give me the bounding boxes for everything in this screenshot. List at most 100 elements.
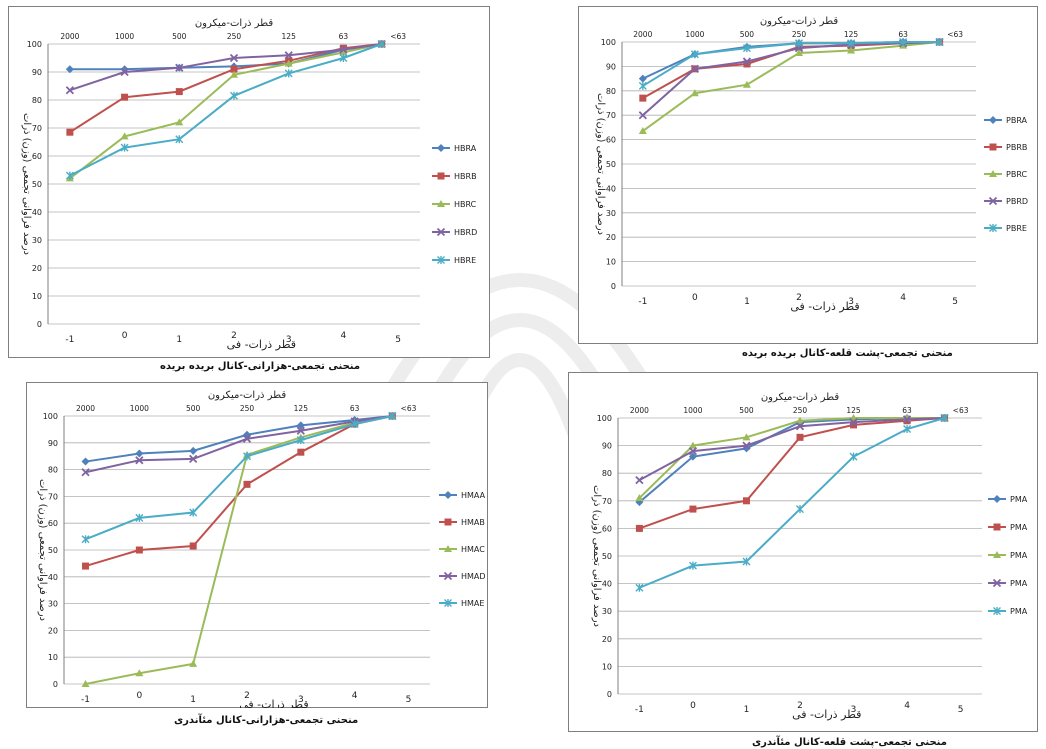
chart-svg-1: 0 10 20 30 40 50 60 70 80 90 100 -1 0 1 2 3 4 5 2000 1000 50…	[8, 6, 490, 358]
legend-entry-4-2: PMA	[988, 523, 1028, 532]
legend-marker-2	[988, 196, 998, 206]
data-point-4-2	[635, 524, 643, 532]
data-point-2-4	[638, 111, 647, 120]
y-tick-label-1: 20	[32, 264, 42, 273]
top-tick-label-2: 250	[792, 30, 807, 39]
legend-marker-2	[989, 170, 997, 177]
legend-marker-1	[437, 144, 445, 152]
legend-marker-4	[993, 607, 1001, 615]
data-point-4-1	[742, 444, 751, 453]
x-tick-label-1: 2	[231, 331, 237, 341]
x-tick-label-1: 1	[176, 335, 182, 345]
legend-marker-4	[993, 523, 1001, 531]
legend-label-2: PBRB	[1006, 143, 1027, 152]
data-point-4-4	[849, 418, 858, 427]
top-tick-label-4: 2000	[630, 406, 649, 415]
series-group-1-4	[65, 39, 386, 95]
data-point-1-4	[175, 63, 184, 72]
legend-label-1: HBRB	[454, 172, 477, 181]
legend-marker-3	[444, 491, 452, 499]
legend-marker-1	[436, 227, 446, 237]
y-tick-label-4: 40	[602, 580, 612, 589]
y-tick-label-2: 10	[606, 258, 616, 267]
data-point-1-5	[377, 40, 386, 48]
y-tick-label-1: 0	[37, 320, 42, 329]
data-point-4-3	[796, 416, 804, 424]
x-tick-label-3: 5	[406, 695, 412, 705]
top-tick-label-3: 125	[294, 404, 309, 413]
data-point-1-3	[339, 48, 348, 56]
data-point-2-5	[638, 81, 647, 90]
top-tick-label-1: <63	[390, 32, 406, 41]
y-tick-label-1: 100	[27, 40, 42, 49]
top-tick-label-3: 2000	[76, 404, 95, 413]
y-tick-label-3: 0	[53, 680, 58, 689]
chart-caption-3: منحنی تجمعی-هزارانی-کانال مئآندری	[174, 715, 359, 726]
y-tick-label-2: 60	[606, 136, 616, 145]
data-point-2-3	[638, 127, 647, 135]
data-point-1-4	[65, 86, 75, 95]
data-point-1-4	[120, 67, 129, 77]
chart-frame-2	[578, 6, 1038, 344]
data-point-4-4	[795, 422, 805, 431]
legend-marker-3	[444, 599, 452, 607]
data-point-3-5	[388, 412, 397, 420]
y-tick-label-1: 60	[32, 152, 42, 161]
data-point-2-5	[847, 39, 856, 48]
legend-label-3: HMAA	[461, 491, 486, 500]
top-tick-label-2: <63	[947, 30, 963, 39]
legend-entry-2-5: PBRE	[984, 224, 1027, 233]
legend-entry-2-1: PBRA	[984, 116, 1028, 125]
data-point-3-4	[242, 434, 252, 443]
legend-label-4: PMA	[1010, 607, 1028, 616]
data-point-3-1	[189, 446, 198, 455]
data-point-1-5	[65, 171, 74, 180]
top-tick-label-4: 500	[739, 406, 754, 415]
x-tick-label-4: 3	[851, 705, 857, 715]
top-tick-label-3: <63	[401, 404, 417, 413]
legend-label-4: PMA	[1010, 495, 1028, 504]
data-point-3-5	[350, 420, 359, 429]
data-point-3-3	[189, 659, 198, 667]
x-tick-label-2: 3	[848, 297, 854, 307]
x-tick-label-4: 5	[958, 705, 964, 715]
legend-marker-2	[989, 224, 997, 232]
data-point-2-5	[690, 50, 699, 59]
legend-entry-2-2: PBRB	[984, 143, 1027, 152]
chart-caption-4: منحنی تجمعی-پشت قلعه-کانال مئآندری	[752, 737, 947, 748]
y-tick-label-3: 10	[48, 653, 58, 662]
top-tick-label-3: 1000	[130, 404, 149, 413]
y-tick-label-4: 50	[602, 552, 612, 561]
chart-panel-3: 0 10 20 30 40 50 60 70 80 90 100 -1 0 1 2 3 4 5 2000 1000 50…	[26, 382, 488, 708]
top-tick-label-4: 250	[793, 406, 808, 415]
data-point-1-2	[66, 128, 74, 136]
data-point-2-4	[742, 57, 752, 66]
y-tick-label-4: 80	[602, 469, 612, 478]
data-point-4-4	[902, 415, 912, 424]
legend-entry-1-1: HBRA	[432, 144, 477, 153]
y-tick-label-2: 30	[606, 209, 616, 218]
y-tick-label-4: 90	[602, 442, 612, 451]
x-tick-label-2: 1	[744, 297, 750, 307]
y-axis-title-3: درصد فراوانی تجمعی (وزن) ذرات	[37, 479, 48, 621]
legend-marker-4	[993, 495, 1001, 503]
data-point-1-4	[229, 53, 239, 63]
y-tick-label-3: 80	[48, 466, 58, 475]
data-point-2-3	[795, 48, 803, 56]
data-point-1-5	[339, 54, 348, 62]
data-point-4-5	[849, 452, 858, 461]
data-point-3-5	[189, 508, 198, 517]
data-point-4-5	[940, 414, 949, 422]
legend-marker-1	[437, 256, 445, 264]
data-point-4-5	[742, 557, 751, 566]
chart-svg-3: 0 10 20 30 40 50 60 70 80 90 100 -1 0 1 2 3 4 5 2000 1000 50…	[26, 382, 488, 708]
data-point-3-5	[243, 452, 251, 461]
top-tick-label-1: 250	[227, 32, 242, 41]
y-tick-label-2: 0	[611, 282, 616, 291]
data-point-3-5	[135, 513, 144, 522]
top-tick-label-1: 125	[282, 32, 297, 41]
data-point-3-2	[297, 448, 305, 456]
legend-entry-4-4: PMA	[988, 578, 1028, 588]
top-tick-label-3: 250	[240, 404, 255, 413]
data-point-1-3	[284, 59, 293, 67]
